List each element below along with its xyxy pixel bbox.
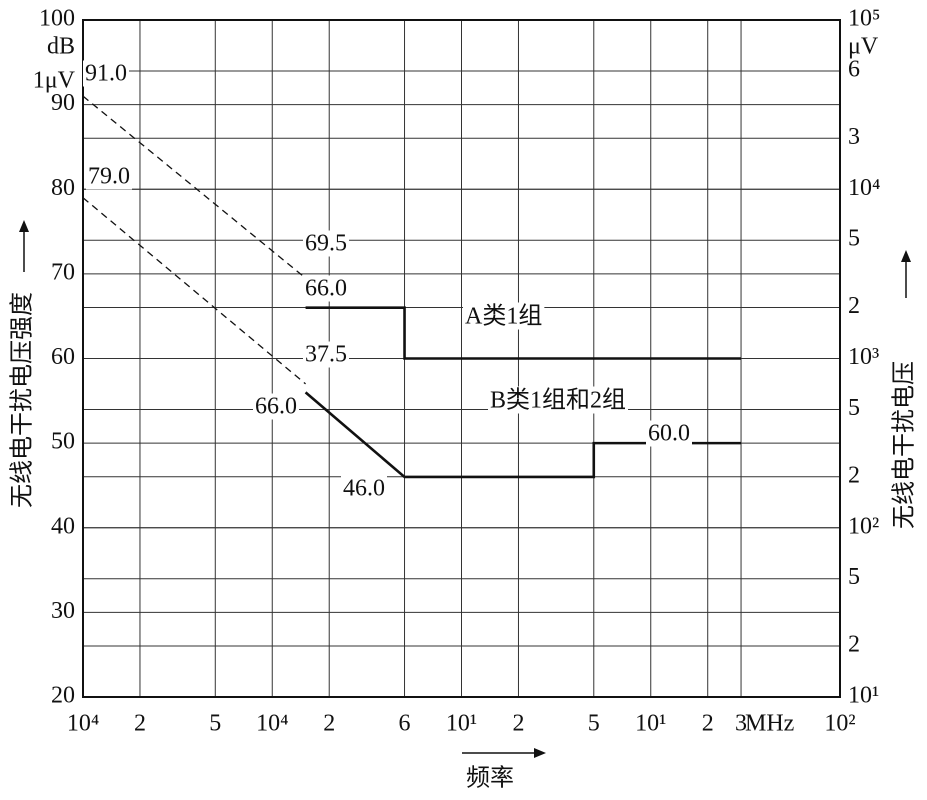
label-bg (253, 393, 299, 420)
x-tick-label: 10⁴ (256, 711, 288, 737)
annotation: 66.0 (305, 276, 347, 302)
label-bg (341, 475, 387, 502)
x-tick-label: 5 (209, 711, 221, 737)
x-tick-label: 5 (588, 711, 600, 737)
x-tick-label: 10⁴ (67, 711, 99, 737)
label-bg (488, 386, 629, 414)
y-unit: 1μV (33, 68, 76, 94)
y-tick-label: 60 (51, 344, 75, 370)
x-tick-label: 10¹ (635, 711, 666, 737)
y-tick-label: 50 (51, 429, 75, 455)
dashed-line (82, 197, 306, 385)
series-label: B类1组和2组 (490, 387, 626, 414)
x-tick-label: 2 (323, 711, 335, 737)
x-tick-label: 2 (702, 711, 714, 737)
annotation: 66.0 (255, 394, 297, 420)
label-bg (303, 341, 349, 368)
limit-line (304, 391, 742, 479)
y2-tick-label: 2 (848, 293, 860, 319)
y2-tick-label: 10¹ (848, 683, 879, 709)
y-axis-title: 无线电干扰电压强度 (9, 292, 36, 508)
y2-tick-label: 5 (848, 395, 860, 421)
y2-tick-label: 10² (848, 513, 879, 539)
y2-tick-label: 10⁴ (848, 175, 880, 201)
y-tick-label: 30 (51, 598, 75, 624)
annotation: 91.0 (85, 61, 127, 87)
y-tick-label: 80 (51, 175, 75, 201)
label-bg (83, 60, 129, 87)
annotation: 79.0 (88, 164, 130, 190)
x-unit: MHz (745, 711, 794, 737)
y2-tick-label: 2 (848, 462, 860, 488)
y2-tick-label: 6 (848, 56, 860, 82)
y-arrow-head (19, 220, 29, 232)
y2-tick-label: 5 (848, 564, 860, 590)
annotation: 60.0 (648, 421, 690, 447)
y2-tick-label: 2 (848, 632, 860, 658)
x-tick-label: 2 (512, 711, 524, 737)
annotation: 37.5 (305, 342, 347, 368)
label-bg (303, 275, 349, 302)
series-label: A类1组 (465, 303, 542, 330)
label-bg (463, 302, 545, 330)
x-tick-label: 6 (399, 711, 411, 737)
label-bg (303, 230, 349, 257)
x-tick-label: 2 (134, 711, 146, 737)
label-bg (86, 163, 132, 190)
y2-tick-label: 3 (848, 124, 860, 150)
y-tick-label: 100 (39, 6, 75, 32)
y-tick-label: 40 (51, 513, 75, 539)
y2-tick-label: 10⁵ (848, 6, 880, 32)
x-tick-label: 10¹ (446, 711, 477, 737)
label-bg (646, 420, 692, 447)
y-unit: dB (47, 34, 75, 60)
y-tick-label: 90 (51, 90, 75, 116)
y2-arrow-head (901, 250, 911, 262)
y-tick-label: 20 (51, 683, 75, 709)
annotation: 69.5 (305, 231, 347, 257)
y-tick-label: 70 (51, 259, 75, 285)
y2-tick-label: 10³ (848, 344, 879, 370)
x-axis-title: 频率 (466, 765, 514, 792)
x-tick-label: 10² (824, 711, 855, 737)
y2-axis-title: 无线电干扰电压 (891, 361, 918, 529)
limit-line (305, 306, 742, 360)
y2-tick-label: 5 (848, 226, 860, 252)
plot-frame (82, 19, 841, 698)
x-tick-label: 3 (735, 711, 747, 737)
annotation: 46.0 (343, 476, 385, 502)
x-arrow-head (534, 748, 546, 758)
y2-unit: μV (848, 34, 879, 60)
